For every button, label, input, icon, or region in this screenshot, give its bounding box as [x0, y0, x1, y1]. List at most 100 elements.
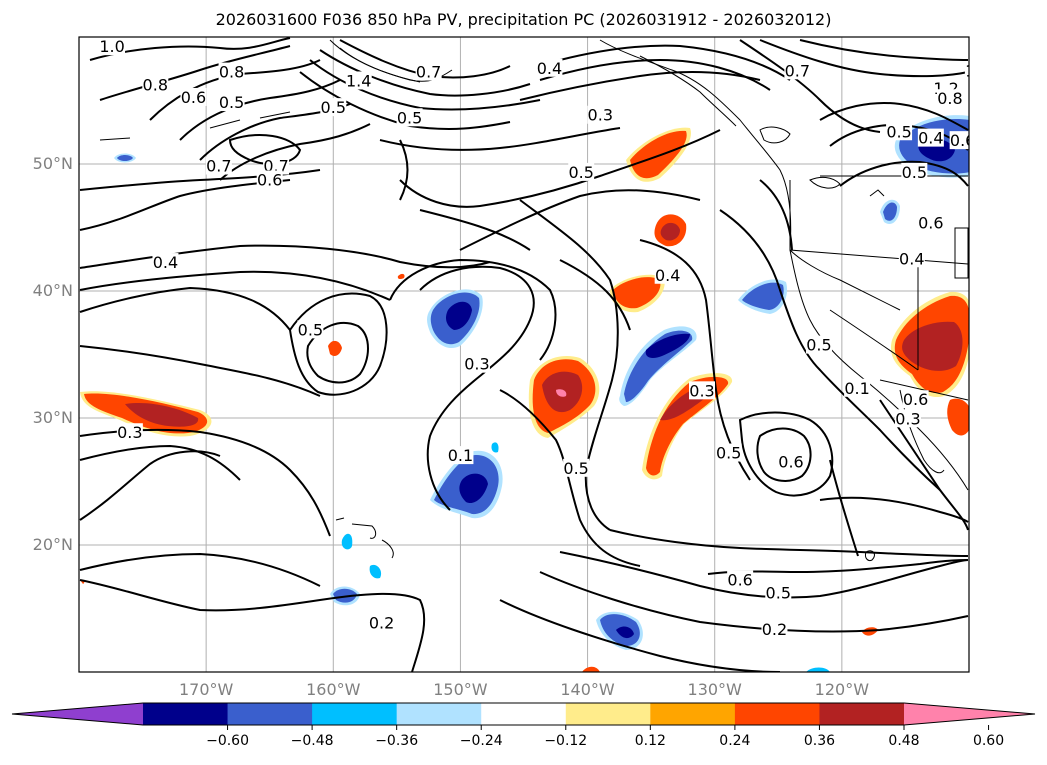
- contour-label: 0.4: [537, 59, 562, 78]
- map-title: 2026031600 F036 850 hPa PV, precipitatio…: [215, 10, 832, 29]
- contour-label: 0.5: [298, 320, 323, 339]
- contour-label-bg: [784, 61, 811, 80]
- contour-label: 0.7: [785, 61, 810, 80]
- contour-label: 0.6: [727, 571, 752, 590]
- contour-label-bg: [297, 320, 324, 339]
- contour-label-bg: [898, 249, 925, 268]
- contour-label-bg: [99, 37, 126, 56]
- colorbar-tick-label: −0.12: [544, 733, 588, 749]
- contour-label: 0.3: [895, 409, 920, 428]
- colorbar-tick-label: 0.60: [972, 733, 1005, 749]
- contour-label: 0.3: [689, 381, 714, 400]
- negative-precip-area: [114, 115, 969, 672]
- contour-label-bg: [587, 105, 614, 124]
- contour-label-bg: [463, 354, 490, 373]
- contour-label-bg: [180, 87, 207, 106]
- contour-label: 0.6: [257, 171, 282, 190]
- colorbar: [11, 702, 1036, 730]
- contour-label: 1.4: [346, 71, 371, 90]
- lon-label: 170°W: [178, 680, 234, 699]
- lat-label: 50°N: [32, 154, 73, 173]
- colorbar-outline: [11, 702, 1036, 726]
- contour-label-bg: [715, 443, 742, 462]
- contour-label-bg: [447, 446, 474, 465]
- contour-label: 0.6: [950, 131, 975, 150]
- contour-label: 0.5: [321, 98, 346, 117]
- contour-label: 0.6: [778, 452, 803, 471]
- lon-label: 130°W: [687, 680, 742, 699]
- contour-label: 0.5: [806, 336, 831, 355]
- contour-label: 0.1: [844, 379, 869, 398]
- contour-label-bg: [415, 62, 442, 81]
- contour-label-bg: [964, 61, 969, 80]
- lon-label: 150°W: [433, 680, 488, 699]
- contour-label-bg: [894, 409, 921, 428]
- contour-label: 0.6: [918, 214, 943, 233]
- contour-label: 0.5: [902, 163, 927, 182]
- colorbar-tick-label: 0.24: [719, 733, 751, 749]
- contour-label-bg: [778, 452, 804, 471]
- contour-label-bg: [218, 93, 245, 112]
- contour-label-bg: [142, 75, 169, 94]
- colorbar-swatch: [312, 703, 398, 725]
- colorbar-swatch: [396, 703, 482, 725]
- contour-label-bg: [917, 128, 944, 147]
- lat-label: 30°N: [32, 408, 73, 427]
- colorbar-tick-label: 0.48: [888, 733, 920, 749]
- contour-label-bg: [936, 89, 963, 108]
- contour-label: 1.0: [99, 37, 124, 56]
- contour-label-bg: [116, 423, 143, 442]
- contour-label: 0.5: [563, 459, 588, 478]
- colorbar-swatch: [650, 703, 736, 725]
- colorbar-swatches: [11, 702, 1036, 726]
- contour-label: 0.6: [181, 88, 206, 107]
- contour-label: 0.4: [899, 249, 924, 268]
- contour-label-bg: [152, 253, 179, 272]
- contour-label: 0.3: [464, 355, 489, 374]
- contour-label-bg: [765, 583, 792, 602]
- contour-label: 0.1: [448, 446, 473, 465]
- contour-label-bg: [568, 162, 595, 181]
- contour-label: 0.5: [766, 583, 791, 602]
- colorbar-swatch: [12, 703, 143, 725]
- contour-label: 0.8: [143, 75, 168, 94]
- lon-label: 160°W: [306, 680, 361, 699]
- map-background: [79, 37, 969, 672]
- lon-label: 120°W: [814, 680, 870, 699]
- contour-label-bg: [345, 71, 372, 90]
- contour-label-bg: [761, 620, 788, 639]
- contour-label: 0.3: [117, 423, 142, 442]
- contour-label-bg: [805, 335, 832, 354]
- contour-label-bg: [536, 58, 563, 77]
- contour-label-bg: [886, 122, 913, 141]
- contour-label-bg: [256, 170, 283, 189]
- contour-label-bg: [689, 381, 715, 400]
- colorbar-tick-label: −0.48: [290, 733, 334, 749]
- contour-label-bg: [263, 156, 290, 175]
- contour-label: 0.4: [918, 129, 943, 148]
- contour-label: 0.4: [655, 266, 680, 285]
- contour-label-bg: [396, 108, 423, 127]
- contour-label: 0.5: [716, 444, 741, 463]
- colorbar-swatch: [734, 703, 820, 725]
- contour-label: 0.8: [219, 63, 244, 82]
- contour-label: 0.5: [886, 122, 911, 141]
- contour-label-bg: [917, 213, 944, 232]
- contour-label: 0.6: [903, 390, 928, 409]
- contour-label: 0.5: [397, 108, 422, 127]
- positive-precip-area: [80, 127, 969, 672]
- contour-label: 0.2: [369, 614, 394, 633]
- contour-label-bg: [320, 98, 347, 117]
- contour-label-bg: [949, 131, 969, 150]
- contour-label: 1.0: [965, 61, 990, 80]
- contour-label: 0.2: [762, 620, 787, 639]
- colorbar-swatch: [481, 703, 567, 725]
- map-frame: [78, 36, 970, 673]
- lon-label: 140°W: [560, 680, 615, 699]
- colorbar-swatch: [819, 703, 905, 725]
- colorbar-swatch: [565, 703, 651, 725]
- colorbar-tick-label: 0.36: [803, 733, 836, 749]
- contour-label: 0.8: [937, 89, 962, 108]
- contour-label-bg: [844, 378, 871, 397]
